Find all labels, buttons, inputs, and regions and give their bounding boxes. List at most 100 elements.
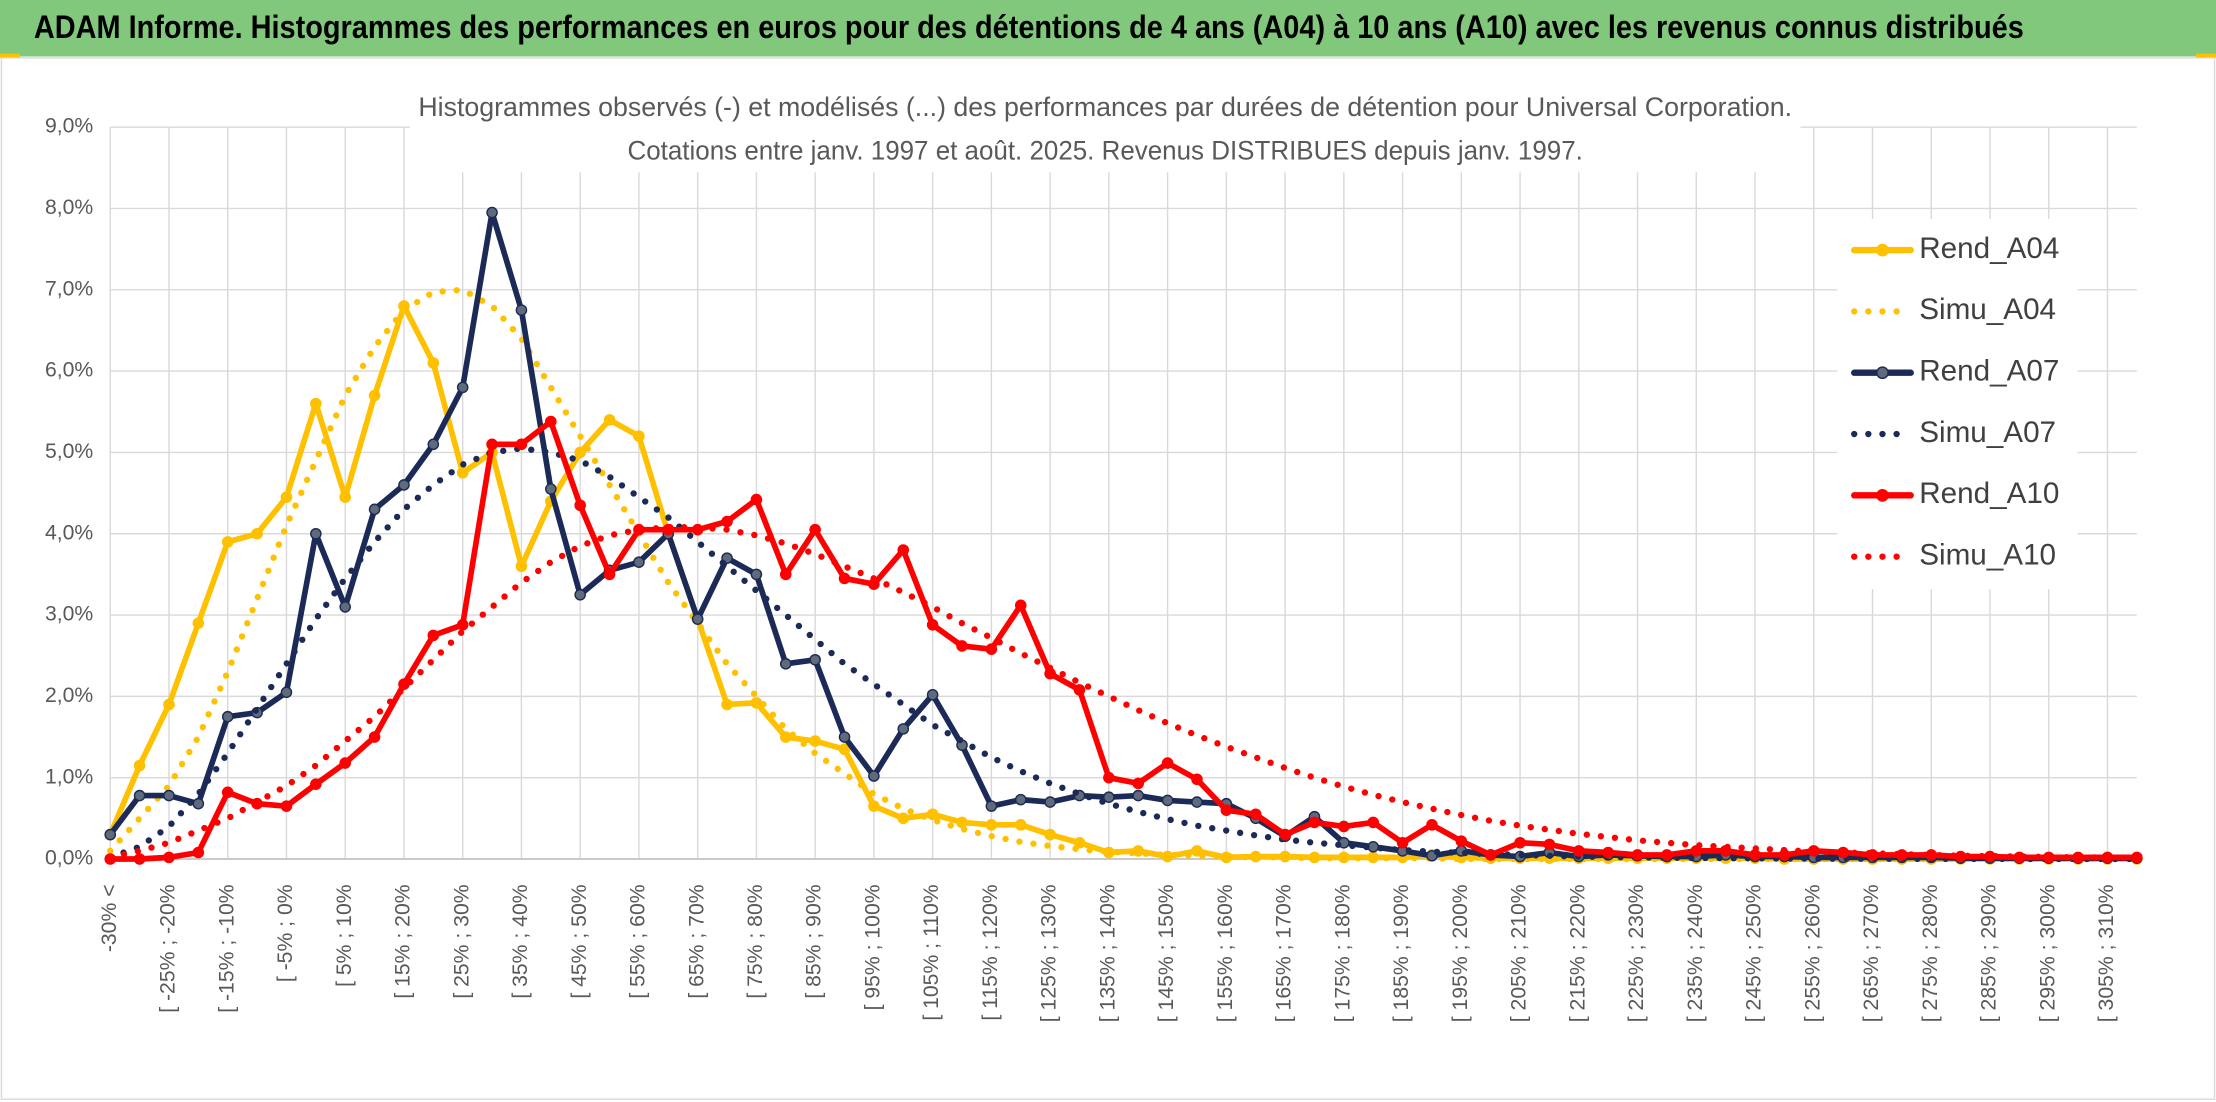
- x-tick-label: [ 65% ; 70%: [685, 884, 708, 998]
- point-marker: [280, 491, 293, 503]
- title-backdrop: [409, 87, 1801, 173]
- point-marker: [427, 357, 440, 369]
- legend: Rend_A04 Simu_A04 Rend_A07 Simu_A07 Rend_A10…: [1837, 218, 2078, 590]
- point-marker: [926, 808, 939, 821]
- point-marker: [603, 568, 616, 581]
- point-marker: [985, 819, 998, 831]
- chart-title: Histogrammes observés (-) et modélisés (…: [418, 92, 1792, 122]
- point-marker: [339, 491, 351, 503]
- point-marker: [163, 851, 175, 864]
- point-marker: [838, 731, 851, 743]
- point-marker: [133, 789, 146, 802]
- y-tick-label: 6,0%: [45, 359, 93, 382]
- x-tick-label: [ 95% ; 100%: [861, 884, 884, 1010]
- x-tick-label: [ 155% ; 160%: [1214, 884, 1237, 1022]
- point-marker: [1044, 828, 1056, 841]
- point-marker: [2131, 851, 2143, 864]
- point-marker: [133, 853, 146, 865]
- point-marker: [750, 568, 763, 581]
- point-marker: [192, 617, 205, 629]
- point-marker: [1954, 850, 1967, 863]
- point-marker: [1014, 599, 1027, 612]
- x-tick-label: [ 305% ; 310%: [2095, 884, 2118, 1022]
- y-tick-label: 7,0%: [45, 277, 93, 300]
- point-marker: [1220, 804, 1233, 816]
- legend-marker: [1876, 488, 1889, 502]
- point-marker: [779, 731, 792, 743]
- point-marker: [721, 698, 733, 711]
- x-tick-label: [ 45% ; 50%: [568, 884, 591, 998]
- point-marker: [368, 389, 381, 402]
- x-tick-label: [ 175% ; 180%: [1331, 884, 1354, 1022]
- point-marker: [545, 483, 557, 495]
- point-marker: [1249, 808, 1262, 821]
- point-marker: [1161, 850, 1174, 863]
- x-tick-label: [ 5% ; 10%: [333, 884, 356, 987]
- point-marker: [1132, 789, 1145, 802]
- point-marker: [633, 430, 645, 442]
- point-marker: [691, 613, 704, 625]
- x-tick-label: [ -25% ; -20%: [157, 884, 180, 1012]
- point-marker: [1338, 820, 1350, 833]
- point-marker: [809, 735, 821, 747]
- point-marker: [574, 588, 586, 601]
- point-marker: [1191, 845, 1203, 857]
- point-marker: [1573, 845, 1585, 857]
- x-tick-label: [ 225% ; 230%: [1625, 884, 1648, 1022]
- observed-line: [107, 209, 2140, 862]
- point-marker: [339, 757, 351, 769]
- point-marker: [1455, 835, 1468, 847]
- point-marker: [779, 568, 792, 581]
- x-tick-label: [ 195% ; 200%: [1449, 884, 1472, 1022]
- point-marker: [1661, 849, 1673, 861]
- point-marker: [486, 438, 498, 451]
- point-marker: [515, 304, 528, 316]
- point-marker: [779, 658, 792, 670]
- point-marker: [456, 381, 469, 394]
- point-marker: [1191, 773, 1203, 786]
- x-tick-label: [ 145% ; 150%: [1155, 884, 1178, 1022]
- point-marker: [1132, 777, 1145, 790]
- point-marker: [456, 619, 469, 631]
- model-line: [107, 524, 2141, 861]
- point-marker: [1103, 791, 1115, 803]
- x-tick-label: [ 75% ; 80%: [744, 884, 767, 998]
- legend-marker: [1876, 366, 1889, 380]
- point-marker: [310, 397, 322, 410]
- point-marker: [985, 643, 998, 655]
- point-marker: [545, 415, 557, 428]
- y-tick-label: 2,0%: [45, 684, 93, 707]
- point-marker: [897, 544, 910, 556]
- point-marker: [633, 556, 645, 568]
- x-tick-label: [ 255% ; 260%: [1801, 884, 1824, 1022]
- point-marker: [104, 828, 117, 841]
- page-title: ADAM Informe. Histogrammes des performan…: [34, 9, 2024, 45]
- point-marker: [956, 816, 968, 829]
- header-bar: [0, 0, 2216, 57]
- point-marker: [339, 601, 351, 613]
- point-marker: [192, 846, 205, 859]
- point-marker: [192, 797, 205, 810]
- point-marker: [1602, 846, 1614, 859]
- point-marker: [603, 414, 616, 426]
- point-marker: [280, 686, 293, 699]
- x-tick-label: [ 235% ; 240%: [1684, 884, 1707, 1022]
- point-marker: [1426, 819, 1438, 831]
- point-marker: [310, 778, 322, 790]
- point-marker: [310, 527, 322, 540]
- point-marker: [1484, 849, 1497, 861]
- point-marker: [574, 446, 586, 459]
- point-marker: [427, 629, 440, 642]
- x-tick-label: [ 125% ; 130%: [1038, 884, 1061, 1022]
- y-tick-label: 8,0%: [45, 196, 93, 219]
- point-marker: [1396, 836, 1409, 849]
- x-tick-label: [ 15% ; 20%: [392, 884, 415, 998]
- point-marker: [1367, 816, 1379, 829]
- legend-label: Rend_A07: [1919, 355, 2059, 388]
- point-marker: [1191, 796, 1203, 808]
- point-marker: [1279, 828, 1291, 841]
- point-marker: [427, 438, 440, 451]
- point-marker: [163, 789, 175, 802]
- point-marker: [456, 466, 469, 479]
- point-marker: [368, 731, 381, 743]
